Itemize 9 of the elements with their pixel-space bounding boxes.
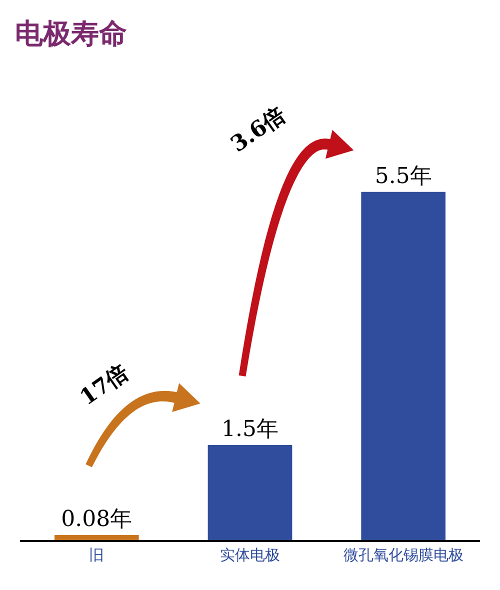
data-label: 0.08年 xyxy=(61,506,132,532)
data-label: 1.5年 xyxy=(222,417,278,442)
chart-title: 电极寿命 xyxy=(15,17,127,50)
annotation: 17倍 xyxy=(75,359,134,411)
x-tick-label: 微孔氧化锡膜电极 xyxy=(343,546,464,564)
data-label: 5.5年 xyxy=(374,164,432,189)
text: 3.6倍 xyxy=(226,102,290,158)
x-tick-label: 实体电极 xyxy=(220,546,280,564)
x-tick-label: 旧 xyxy=(89,546,104,564)
